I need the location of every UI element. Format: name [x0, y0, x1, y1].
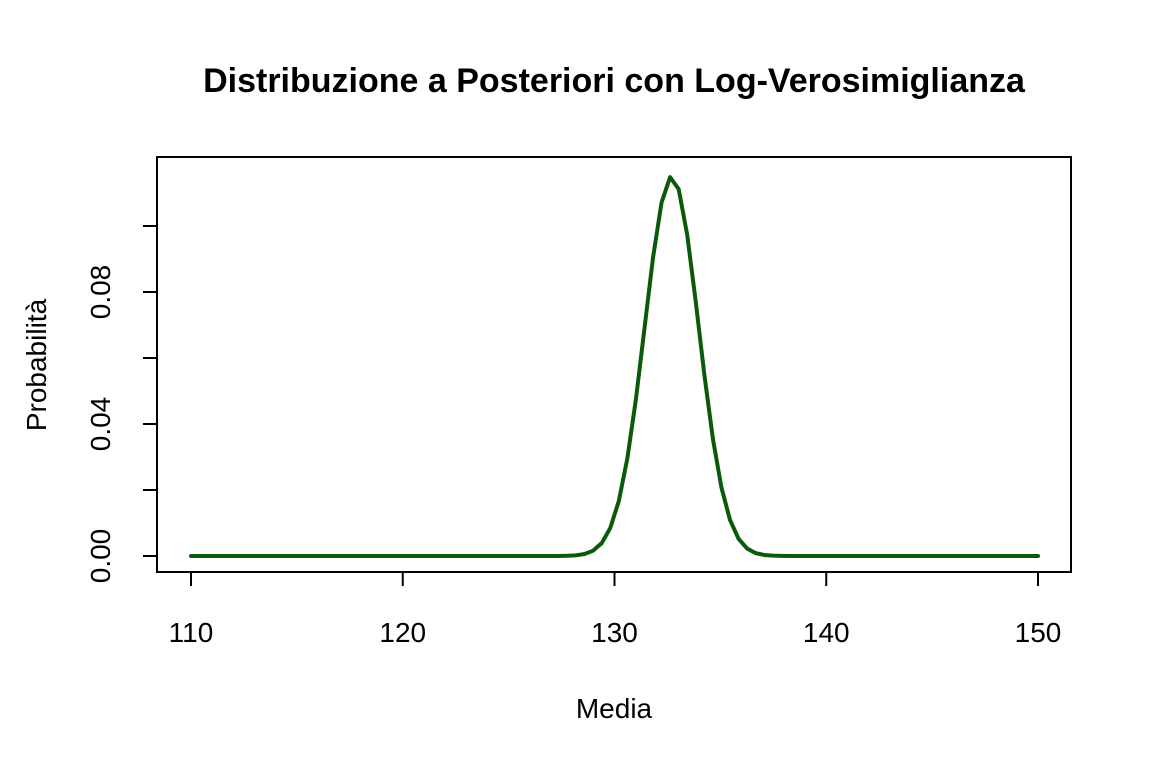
series-layer — [189, 175, 1040, 558]
y-axis-label: Probabilità — [21, 298, 52, 431]
series-line — [189, 175, 1040, 558]
y-axis: 0.00 0.04 0.08 — [85, 225, 158, 584]
x-tick-label: 110 — [169, 617, 214, 648]
y-tick-label: 0.08 — [85, 265, 116, 320]
chart-title: Distribuzione a Posteriori con Log-Veros… — [203, 62, 1026, 100]
x-tick-label: 150 — [1015, 617, 1062, 648]
x-axis-label: Media — [576, 693, 653, 724]
y-tick-label: 0.04 — [85, 397, 116, 452]
x-tick-label: 120 — [379, 617, 426, 648]
x-tick-label: 130 — [591, 617, 638, 648]
y-tick-label: 0.00 — [85, 529, 116, 584]
x-tick-label: 140 — [803, 617, 850, 648]
x-axis: 110 120 130 140 150 — [169, 571, 1062, 648]
